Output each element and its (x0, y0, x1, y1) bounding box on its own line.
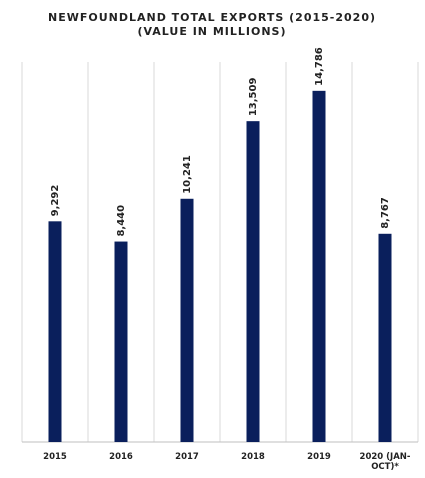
bar (180, 198, 194, 442)
bar (312, 90, 326, 443)
chart-title-line-1: NEWFOUNDLAND TOTAL EXPORTS (2015-2020) (48, 11, 376, 24)
data-label: 8,767 (380, 197, 391, 229)
x-tick-label: OCT)* (371, 462, 399, 472)
bars (48, 90, 392, 443)
x-tick-label: 2020 (JAN- (360, 452, 411, 462)
data-label: 8,440 (116, 205, 127, 237)
data-label: 10,241 (182, 155, 193, 194)
bar (378, 233, 392, 442)
data-labels: 9,292 8,440 10,241 13,509 14,786 8,767 (50, 47, 391, 236)
bar (246, 121, 260, 442)
x-tick-labels: 2015 2016 2017 2018 2019 2020 (JAN-OCT)* (43, 452, 411, 472)
data-label: 14,786 (314, 47, 325, 86)
x-tick-label: 2016 (109, 452, 133, 462)
bar (48, 221, 62, 442)
chart-title-line-2: (VALUE IN MILLIONS) (138, 25, 287, 38)
grid-lines (21, 62, 419, 443)
x-tick-label: 2015 (43, 452, 67, 462)
x-tick-label: 2018 (241, 452, 265, 462)
x-tick-label: 2019 (307, 452, 331, 462)
x-tick-label: 2017 (175, 452, 199, 462)
data-label: 9,292 (50, 185, 61, 217)
bar (114, 241, 128, 442)
data-label: 13,509 (248, 78, 259, 117)
